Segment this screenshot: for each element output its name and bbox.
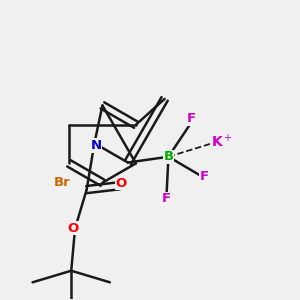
Text: F: F: [162, 192, 171, 205]
Text: N: N: [90, 139, 101, 152]
Text: K$^+$: K$^+$: [211, 133, 232, 150]
Text: F: F: [187, 112, 196, 125]
Text: F: F: [200, 169, 209, 183]
Text: O: O: [67, 222, 78, 235]
Text: O: O: [116, 177, 127, 190]
Text: B: B: [164, 150, 173, 163]
Text: Br: Br: [53, 176, 70, 189]
